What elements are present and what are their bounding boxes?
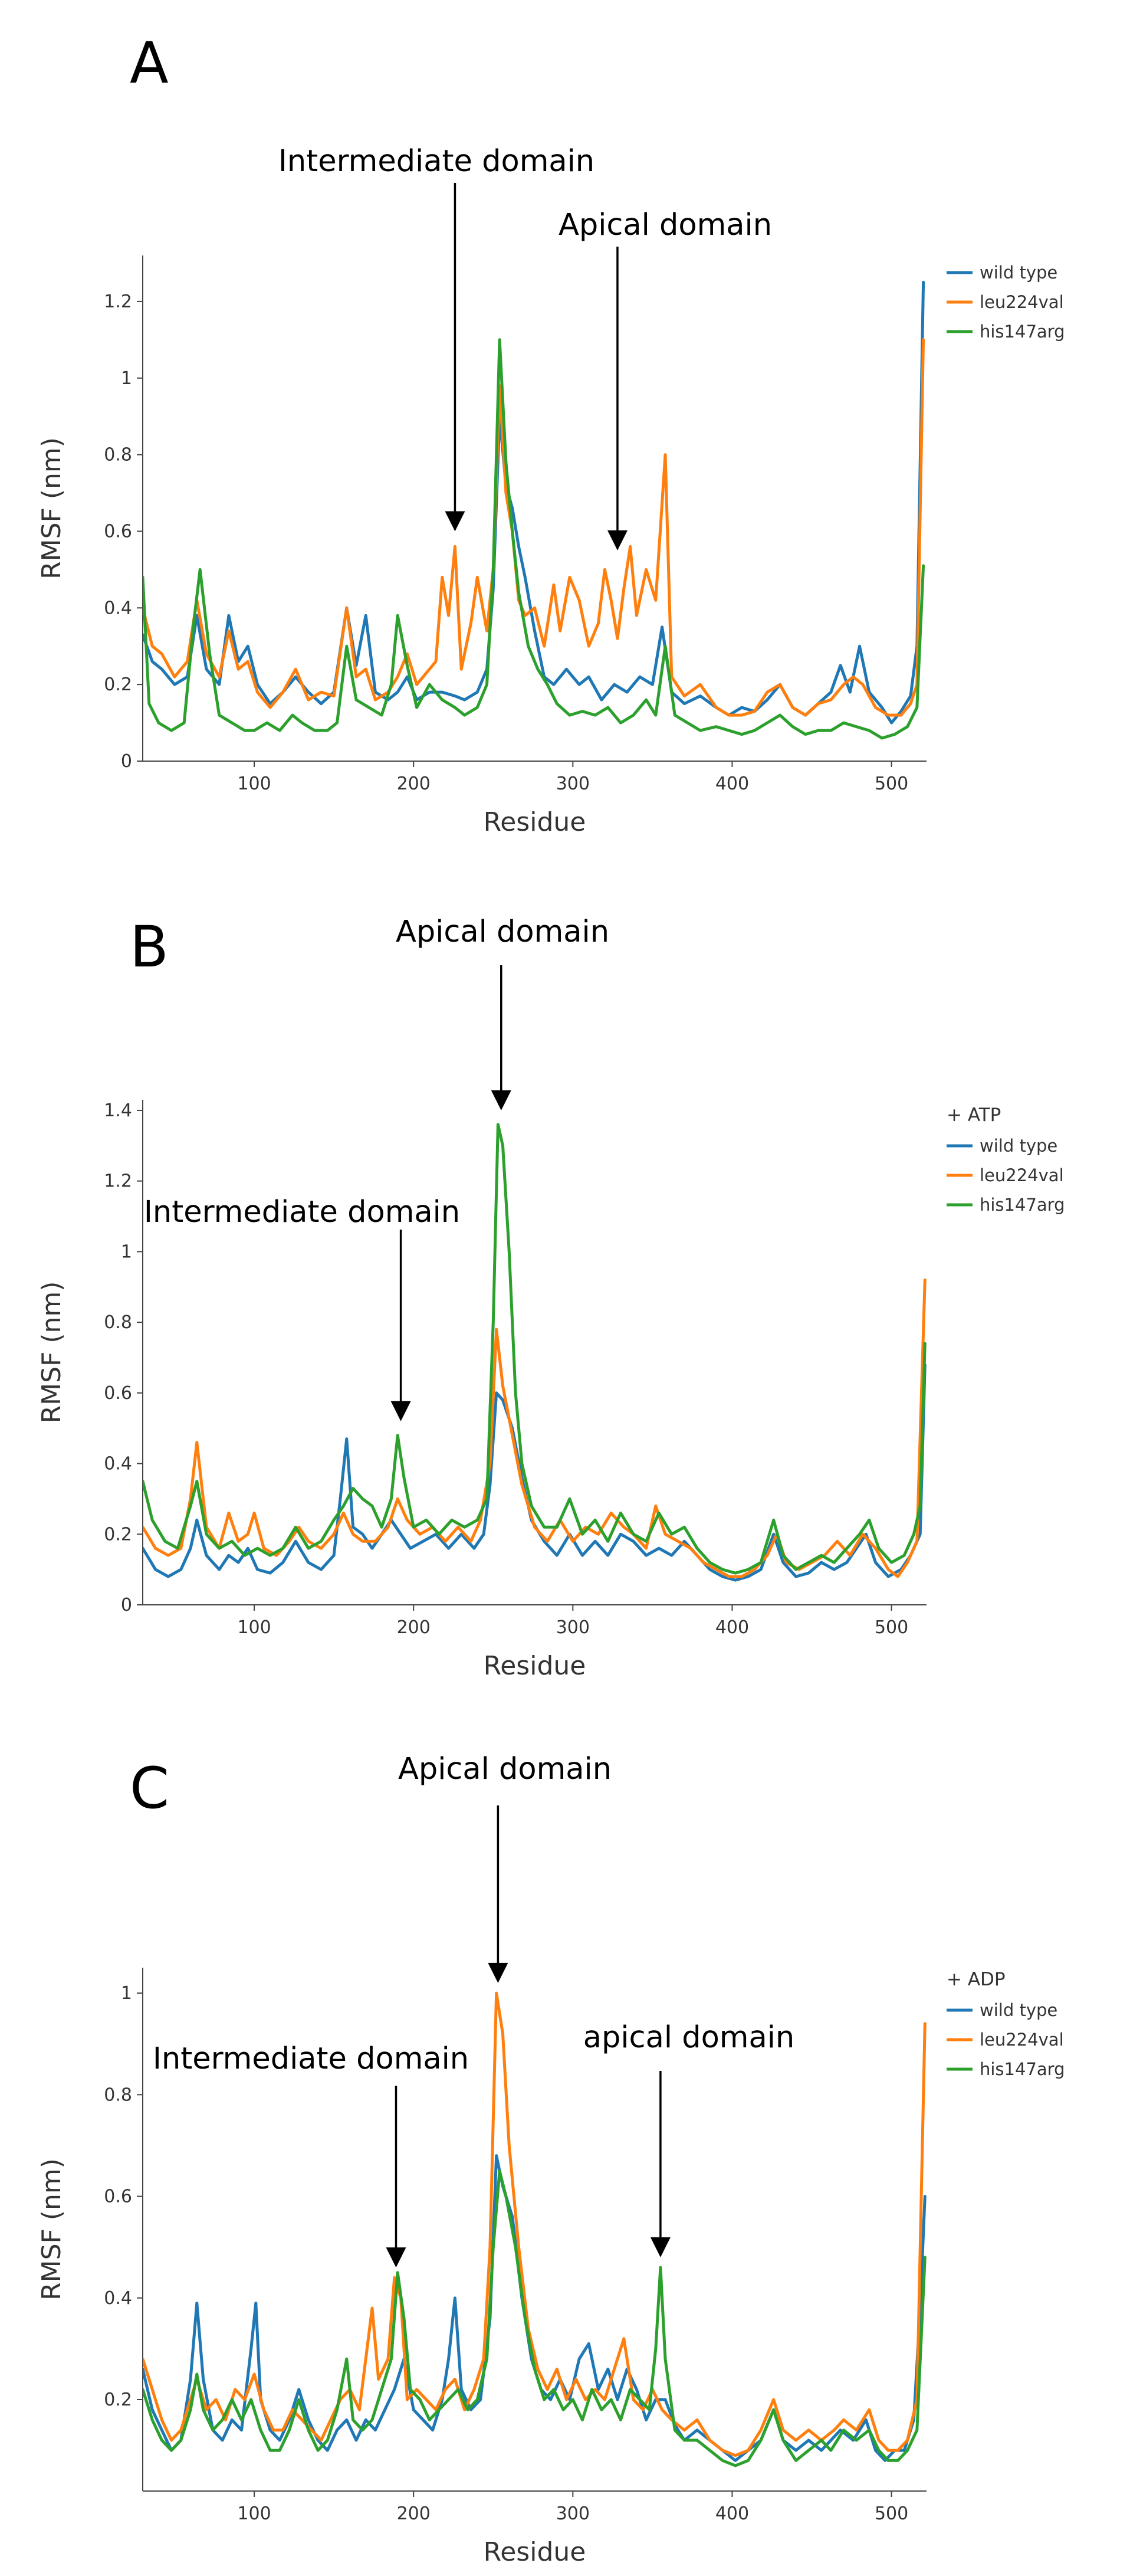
y-tick-label: 1.4: [104, 1100, 132, 1121]
legend-label: wild type: [980, 2000, 1057, 2020]
series-line-leu224val: [143, 1991, 927, 2457]
x-tick-label: 100: [237, 774, 271, 794]
y-tick-label: 0.2: [104, 2390, 132, 2410]
series-line-his147arg: [143, 338, 925, 740]
legend-label: his147arg: [980, 2059, 1065, 2079]
annotation-arrow-head: [650, 2237, 671, 2257]
legend-label: wild type: [980, 263, 1057, 283]
y-tick-label: 1: [121, 1241, 132, 1262]
y-tick-label: 0.6: [104, 521, 132, 542]
y-tick-label: 0.4: [104, 1454, 132, 1474]
y-tick-label: 0: [121, 751, 132, 772]
x-axis-title: Residue: [484, 2537, 586, 2567]
y-tick-label: 0.4: [104, 2288, 132, 2309]
y-axis-title: RMSF (nm): [37, 437, 67, 579]
y-axis-title: RMSF (nm): [37, 2158, 67, 2300]
x-tick-label: 300: [556, 2503, 590, 2524]
annotation-label: Intermediate domain: [153, 2041, 469, 2076]
legend-label: leu224val: [980, 2030, 1064, 2050]
x-tick-label: 100: [237, 2503, 271, 2524]
x-tick-label: 500: [875, 1617, 908, 1638]
annotation-label: Apical domain: [559, 208, 772, 242]
x-tick-label: 300: [556, 774, 590, 794]
legend-label: his147arg: [980, 1195, 1065, 1215]
panel-letter: A: [130, 30, 169, 96]
y-tick-label: 1.2: [104, 291, 132, 312]
annotation-label: Apical domain: [396, 915, 609, 949]
annotation-arrow-head: [386, 2247, 406, 2268]
legend-title: + ADP: [947, 1969, 1006, 1990]
x-tick-label: 400: [715, 1617, 749, 1638]
y-tick-label: 1: [121, 368, 132, 389]
series-line-his147arg: [143, 1123, 927, 1575]
series-line-his147arg: [143, 2169, 927, 2467]
panel-letter: B: [130, 914, 169, 980]
y-tick-label: 1.2: [104, 1171, 132, 1192]
x-tick-label: 500: [875, 774, 908, 794]
panel-letter: C: [130, 1755, 169, 1821]
annotation-arrow-head: [491, 1090, 511, 1110]
legend-label: leu224val: [980, 1165, 1064, 1185]
x-axis-title: Residue: [484, 807, 586, 837]
annotation-arrow-head: [607, 530, 628, 550]
legend-label: leu224val: [980, 292, 1064, 312]
legend-label: his147arg: [980, 322, 1065, 342]
legend-label: wild type: [980, 1136, 1057, 1156]
y-tick-label: 0.6: [104, 1383, 132, 1404]
x-axis-title: Residue: [484, 1651, 586, 1681]
y-tick-label: 0.8: [104, 1312, 132, 1333]
chart-panel-b: B 100 200 300 400 500 0 0.2 0.4 0.6 0.8 1 1.2 1.4 Resi…: [37, 914, 1065, 1681]
annotation-arrow-head: [445, 511, 465, 532]
annotation-arrow-head: [390, 1401, 411, 1421]
y-tick-label: 0.8: [104, 445, 132, 466]
x-tick-label: 200: [397, 2503, 431, 2524]
x-tick-label: 100: [237, 1617, 271, 1638]
x-tick-label: 300: [556, 1617, 590, 1638]
annotation-label: Apical domain: [398, 1752, 612, 1787]
y-tick-label: 0.6: [104, 2187, 132, 2207]
x-tick-label: 400: [715, 2503, 749, 2524]
x-tick-label: 500: [875, 2503, 908, 2524]
x-tick-label: 200: [397, 1617, 431, 1638]
annotation-label: Intermediate domain: [278, 144, 594, 179]
annotation-label: apical domain: [583, 2020, 794, 2055]
chart-panel-c: C 100 200 300 400 500 0.2 0.4 0.6 0.8 1 Residue RMSF…: [37, 1752, 1065, 2567]
y-axis-title: RMSF (nm): [37, 1282, 67, 1424]
y-tick-label: 0.8: [104, 2085, 132, 2105]
y-tick-label: 1: [121, 1983, 132, 2004]
annotation-label: Intermediate domain: [144, 1195, 460, 1230]
y-tick-label: 0.4: [104, 598, 132, 618]
annotation-arrow-head: [488, 1962, 508, 1983]
y-tick-label: 0.2: [104, 1524, 132, 1545]
chart-panel-a: A 100 200 300 400 500 0 0.2 0.4 0.6 0.8 1 1.2 Residue…: [37, 30, 1065, 837]
y-tick-label: 0: [121, 1595, 132, 1615]
legend-title: + ATP: [947, 1105, 1001, 1126]
x-tick-label: 400: [715, 774, 749, 794]
x-tick-label: 200: [397, 774, 431, 794]
y-tick-label: 0.2: [104, 674, 132, 695]
